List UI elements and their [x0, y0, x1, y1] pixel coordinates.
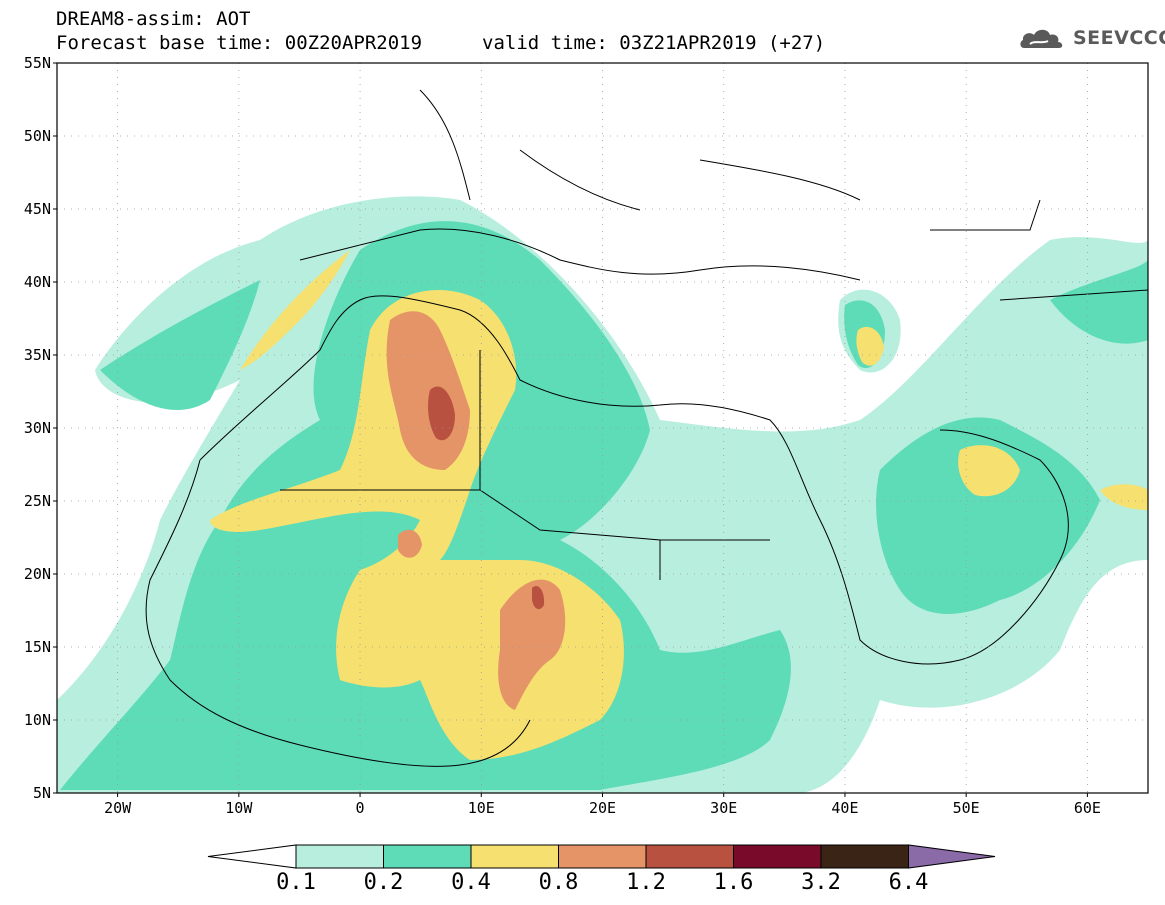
- model-title: DREAM8-assim: AOT: [56, 8, 251, 30]
- colorbar-label: 1.6: [713, 870, 754, 895]
- lon-label: 30E: [710, 799, 737, 817]
- colorbar-label: 0.4: [451, 870, 491, 895]
- lat-label: 10N: [24, 711, 51, 729]
- colorbar-segment: [383, 844, 472, 869]
- logo-text: SEEVCCC: [1073, 27, 1165, 49]
- base-time: Forecast base time: 00Z20APR2019: [56, 32, 423, 54]
- colorbar-label: 0.1: [276, 870, 316, 895]
- aot-field: [57, 196, 1148, 793]
- lon-label: 40E: [831, 799, 858, 817]
- colorbar-segment: [558, 844, 647, 869]
- colorbar-segment: [295, 844, 384, 869]
- valid-time: valid time: 03Z21APR2019 (+27): [482, 32, 826, 54]
- colorbar-low-extend: [207, 844, 297, 869]
- lat-label: 55N: [24, 54, 51, 72]
- colorbar-high-extend: [908, 844, 996, 869]
- lat-lon-grid: [57, 62, 1148, 794]
- colorbar-label: 0.2: [363, 870, 404, 895]
- colorbar-segment: [470, 844, 559, 869]
- colorbar-segment: [733, 844, 822, 869]
- lat-label: 5N: [33, 784, 51, 802]
- lat-label: 50N: [24, 127, 51, 145]
- lon-label: 0: [356, 799, 365, 817]
- lat-label: 20N: [24, 565, 51, 583]
- colorbar-label: 6.4: [888, 870, 929, 895]
- lon-label: 10E: [468, 799, 495, 817]
- lat-label: 45N: [24, 200, 51, 218]
- lat-label: 40N: [24, 273, 51, 291]
- colorbar-label: 0.8: [538, 870, 579, 895]
- colorbar-segment: [645, 844, 734, 869]
- cloud-icon: [1020, 29, 1063, 48]
- lat-label: 30N: [24, 419, 51, 437]
- aot-band-1.2: [428, 386, 545, 610]
- lat-label: 15N: [24, 638, 51, 656]
- coastlines: [145, 89, 1148, 767]
- lon-label: 60E: [1074, 799, 1101, 817]
- lon-label: 10W: [225, 799, 253, 817]
- colorbar-label: 1.2: [626, 870, 666, 895]
- lat-label: 25N: [24, 492, 51, 510]
- colorbar-label: 3.2: [801, 870, 841, 895]
- lat-labels: 55N 50N 45N 40N 35N 30N 25N 20N 15N 10N 5N: [24, 54, 57, 802]
- lon-labels: 20W 10W 0 10E 20E 30E 40E 50E 60E: [104, 793, 1101, 817]
- colorbar: [207, 844, 996, 869]
- lat-label: 35N: [24, 346, 51, 364]
- colorbar-segment: [820, 844, 909, 869]
- lon-label: 20W: [104, 799, 132, 817]
- lon-label: 20E: [589, 799, 616, 817]
- lon-label: 50E: [953, 799, 980, 817]
